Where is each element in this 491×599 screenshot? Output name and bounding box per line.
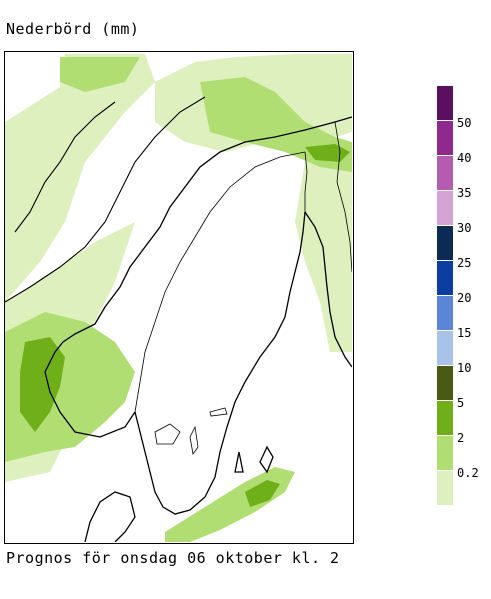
precip-area-strong-westcoast	[20, 337, 65, 432]
precip-area-mid-sea	[60, 57, 140, 92]
coastline-sweden-west	[134, 411, 206, 515]
legend-swatch	[437, 191, 453, 226]
precip-area-mid-baltic	[165, 467, 295, 542]
coastline-south-norway	[44, 371, 136, 438]
lake-vanern	[154, 423, 181, 445]
legend-label: 5	[457, 396, 465, 410]
legend-swatch	[437, 121, 453, 156]
lake-vattern	[189, 425, 199, 456]
legend-label: 50	[457, 116, 472, 130]
border-finland-russia	[334, 121, 352, 273]
precip-area-strong-north	[305, 144, 350, 162]
legend-swatch	[437, 156, 453, 191]
coastline-oland	[234, 451, 244, 473]
legend-swatch	[437, 226, 453, 261]
border-norway-sweden	[134, 151, 306, 413]
coastline-denmark	[84, 491, 136, 542]
contour-sea	[5, 96, 206, 303]
coastline-norway	[44, 116, 352, 373]
legend-label: 0.2	[457, 466, 479, 480]
borders	[134, 121, 352, 413]
legend-swatch	[437, 331, 453, 366]
coastlines	[5, 96, 352, 542]
precipitation-fields	[5, 54, 352, 542]
legend-label: 2	[457, 431, 465, 445]
lake-malaren	[209, 407, 228, 417]
precipitation-map	[4, 51, 354, 544]
legend-label: 25	[457, 256, 472, 270]
map-svg	[5, 54, 352, 542]
contour-west	[14, 101, 116, 233]
coastline-gotland	[259, 445, 274, 474]
coastline-sweden-east	[204, 211, 306, 498]
legend-label: 30	[457, 221, 472, 235]
precip-area-strong-baltic	[245, 480, 280, 507]
lakes	[154, 407, 228, 456]
legend-label: 15	[457, 326, 472, 340]
legend-swatch	[437, 366, 453, 401]
legend-label: 40	[457, 151, 472, 165]
legend-swatch	[437, 261, 453, 296]
legend-swatch	[437, 436, 453, 471]
border-sweden-finland	[304, 151, 308, 212]
forecast-footer: Prognos för onsdag 06 oktober kl. 2	[6, 549, 340, 567]
legend-swatch	[437, 401, 453, 436]
precip-area-light-west	[5, 54, 155, 302]
legend-label: 20	[457, 291, 472, 305]
coastline-finland-west	[304, 211, 352, 368]
legend-swatch	[437, 86, 453, 121]
legend-swatch	[437, 471, 453, 506]
map-title: Nederbörd (mm)	[6, 20, 140, 38]
legend-label: 10	[457, 361, 472, 375]
legend-label: 35	[457, 186, 472, 200]
legend-swatch	[437, 296, 453, 331]
